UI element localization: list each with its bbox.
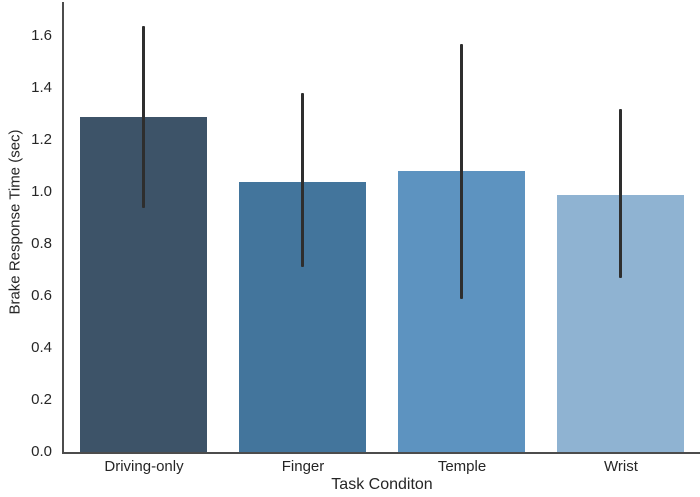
y-tick-label: 1.6	[31, 27, 52, 44]
y-tick-label: 1.2	[31, 131, 52, 148]
plot-area	[62, 2, 700, 454]
y-tick-label: 0.0	[31, 443, 52, 460]
y-tick-label: 0.6	[31, 287, 52, 304]
x-axis-title: Task Conditon	[331, 476, 433, 493]
error-bar-driving-only	[142, 26, 145, 208]
y-tick-label: 1.0	[31, 183, 52, 200]
y-tick-label: 0.4	[31, 339, 52, 356]
x-tick-label: Finger	[281, 458, 325, 475]
error-bar-finger	[301, 93, 304, 267]
error-bar-temple	[460, 44, 463, 299]
y-tick-label: 0.8	[31, 235, 52, 252]
x-tick-label: Temple	[437, 458, 487, 475]
error-bar-wrist	[619, 109, 622, 278]
y-tick-label: 1.4	[31, 79, 52, 96]
y-tick-label: 0.2	[31, 391, 52, 408]
x-tick-label: Driving-only	[104, 458, 184, 475]
x-tick-label: Wrist	[604, 458, 638, 475]
